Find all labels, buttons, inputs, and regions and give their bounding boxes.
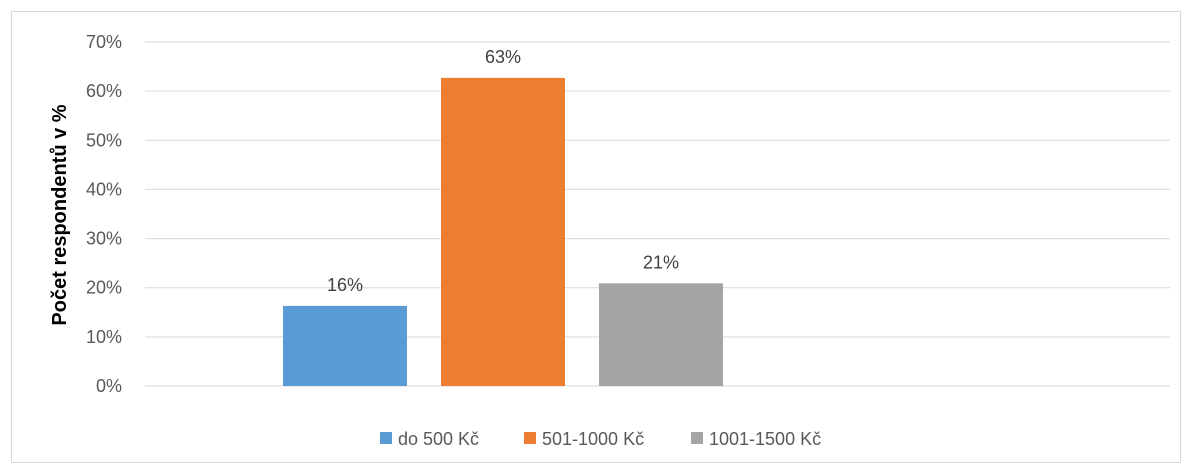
y-axis-ticks: 0% 10% 20% 30% 40% 50% 60% 70%	[86, 32, 122, 396]
chart-frame	[11, 11, 1181, 463]
y-tick-label: 50%	[86, 130, 122, 150]
y-tick-label: 40%	[86, 179, 122, 199]
legend: do 500 Kč 501-1000 Kč 1001-1500 Kč	[380, 429, 821, 449]
y-axis-title: Počet respondentů v %	[49, 104, 71, 325]
legend-swatch	[380, 432, 392, 444]
legend-swatch	[691, 432, 703, 444]
data-labels: 16% 63% 21%	[327, 47, 679, 295]
legend-label: do 500 Kč	[398, 429, 479, 449]
legend-swatch	[524, 432, 536, 444]
bars	[283, 77, 723, 387]
y-tick-label: 70%	[86, 32, 122, 52]
bar	[441, 77, 565, 387]
y-tick-label: 10%	[86, 327, 122, 347]
bar	[599, 283, 723, 386]
data-label: 63%	[485, 47, 521, 67]
y-tick-label: 60%	[86, 81, 122, 101]
legend-label: 501-1000 Kč	[542, 429, 644, 449]
data-label: 21%	[643, 252, 679, 272]
y-tick-label: 0%	[96, 376, 122, 396]
y-tick-label: 20%	[86, 278, 122, 298]
y-tick-label: 30%	[86, 229, 122, 249]
bar	[283, 305, 407, 386]
legend-label: 1001-1500 Kč	[709, 429, 821, 449]
data-label: 16%	[327, 275, 363, 295]
